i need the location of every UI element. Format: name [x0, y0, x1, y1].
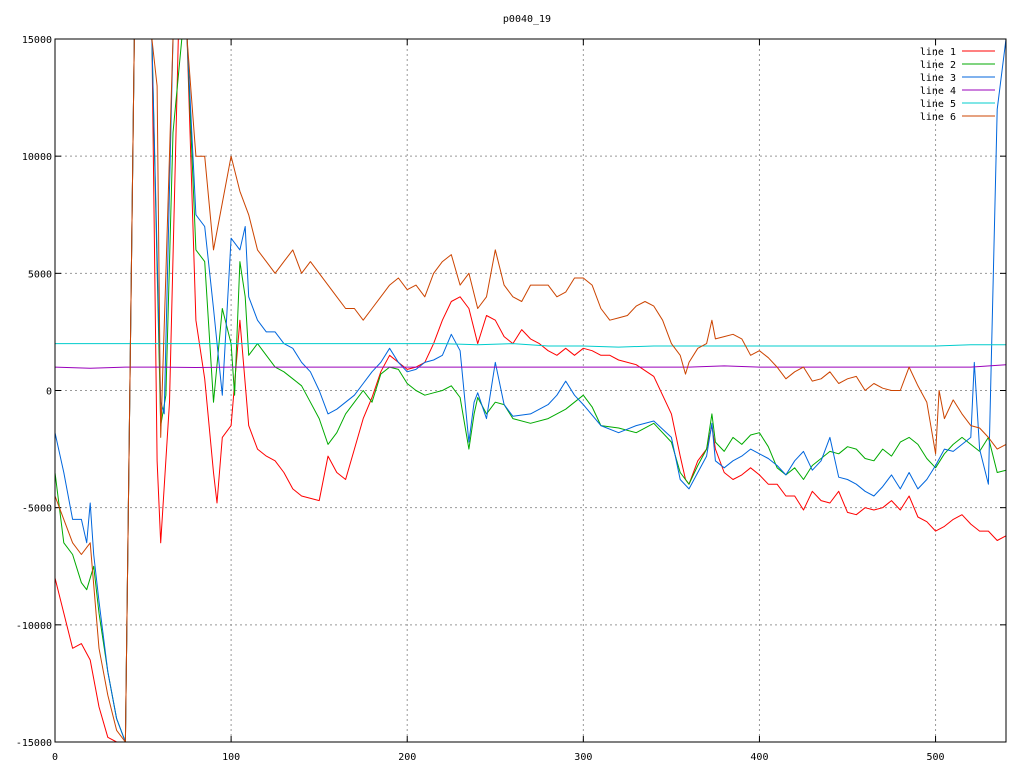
plot-frame [54, 38, 1007, 743]
legend-label: line 5 [920, 99, 956, 110]
series-line-1 [55, 39, 1006, 742]
legend: line 1 line 2 line 3 line 4 line 5 line 6 [920, 47, 995, 123]
x-tick-label: 500 [927, 752, 945, 763]
x-tick-label: 200 [398, 752, 416, 763]
y-tick-label: 15000 [22, 35, 52, 46]
x-tick-label: 100 [222, 752, 240, 763]
y-tick-label: -15000 [16, 738, 52, 749]
legend-label: line 2 [920, 60, 956, 71]
legend-label: line 1 [920, 47, 956, 58]
grid-lines [55, 39, 1006, 742]
y-tick-label: 5000 [28, 269, 52, 280]
series-line-5 [55, 343, 1006, 348]
series-line-6 [55, 39, 1006, 742]
x-tick-label: 400 [750, 752, 768, 763]
chart-title: p0040_19 [503, 14, 551, 25]
y-tick-label: -10000 [16, 621, 52, 632]
y-tick-label: 0 [46, 387, 52, 398]
series-line-3 [55, 39, 1006, 742]
legend-label: line 4 [920, 86, 956, 97]
x-tick-label: 0 [52, 752, 58, 763]
y-tick-label: 10000 [22, 152, 52, 163]
x-tick-label: 300 [574, 752, 592, 763]
series-layer [55, 39, 1006, 742]
y-tick-label: -5000 [22, 504, 52, 515]
legend-label: line 6 [920, 112, 956, 123]
legend-label: line 3 [920, 73, 956, 84]
series-line-4 [55, 364, 1006, 369]
